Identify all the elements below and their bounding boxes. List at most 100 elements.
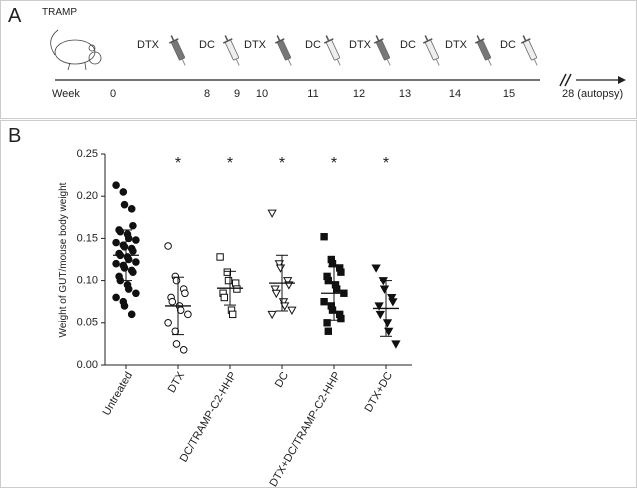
x-tick-label: DC bbox=[273, 370, 291, 390]
treatment-label: DC bbox=[305, 39, 321, 51]
data-point bbox=[220, 293, 229, 302]
end-label: 28 (autopsy) bbox=[562, 88, 623, 100]
data-point bbox=[129, 247, 137, 255]
axis-label: Week bbox=[52, 88, 80, 100]
y-tick-label: 0.10 bbox=[77, 275, 98, 287]
data-point bbox=[379, 285, 390, 294]
data-point bbox=[224, 276, 233, 285]
treatment-label: DC bbox=[400, 39, 416, 51]
data-point bbox=[270, 285, 280, 294]
treatment-label: DTX bbox=[349, 39, 372, 51]
week-label: 13 bbox=[399, 88, 411, 100]
data-point bbox=[132, 289, 140, 298]
data-point bbox=[132, 236, 140, 244]
week-label: 14 bbox=[449, 88, 461, 100]
panel-a: A TRAMP Week 0 28 (autopsy) DTX 8 DC 9 DTX 10… bbox=[8, 5, 626, 100]
data-point bbox=[168, 297, 177, 306]
data-point bbox=[129, 221, 137, 230]
data-point bbox=[216, 253, 224, 261]
syringe-icon bbox=[219, 32, 245, 69]
panel-label: B bbox=[8, 125, 21, 147]
data-point bbox=[184, 310, 192, 319]
arrow-head bbox=[618, 76, 626, 84]
x-tick-label: DTX+DC bbox=[363, 370, 396, 414]
treatment-label: DC bbox=[500, 39, 516, 51]
data-point bbox=[320, 233, 328, 241]
y-tick-label: 0.25 bbox=[77, 148, 98, 160]
mouse-icon bbox=[50, 29, 102, 71]
significance-label: * bbox=[279, 155, 285, 172]
significance-label: * bbox=[175, 155, 181, 172]
strain-label: TRAMP bbox=[42, 7, 77, 18]
data-point bbox=[328, 260, 337, 268]
data-point bbox=[287, 306, 297, 315]
syringe-icon bbox=[271, 32, 297, 69]
data-point bbox=[124, 255, 133, 264]
data-point bbox=[274, 260, 284, 269]
x-tick-label: DTX bbox=[166, 369, 188, 395]
significance-label: * bbox=[383, 155, 389, 172]
data-point bbox=[267, 310, 277, 320]
x-tick-label: Untreated bbox=[101, 370, 136, 418]
week-label: 12 bbox=[353, 88, 365, 100]
panel-label: A bbox=[8, 5, 22, 27]
panel-a-frame bbox=[0, 0, 637, 119]
week-label: 11 bbox=[307, 88, 318, 100]
syringe-icon bbox=[370, 32, 396, 69]
week-label: 15 bbox=[503, 88, 515, 100]
treatment-label: DC bbox=[199, 39, 215, 51]
data-point bbox=[112, 293, 120, 302]
data-point bbox=[120, 243, 129, 251]
data-point bbox=[371, 264, 381, 273]
data-point bbox=[323, 319, 331, 327]
y-tick-label: 0.15 bbox=[77, 232, 98, 244]
data-point bbox=[127, 205, 136, 213]
panel-b: B Weight of GUT/mouse body weight 0.00 0.… bbox=[8, 125, 412, 489]
treatment-label: DTX bbox=[445, 39, 468, 51]
data-point bbox=[112, 259, 120, 268]
treatment-label: DTX bbox=[244, 39, 267, 51]
data-point bbox=[320, 298, 328, 306]
y-tick-label: 0.00 bbox=[77, 359, 98, 371]
y-tick-label: 0.20 bbox=[77, 190, 98, 202]
treatment-label: DTX bbox=[137, 39, 160, 51]
y-axis-label: Weight of GUT/mouse body weight bbox=[58, 182, 69, 337]
data-point bbox=[120, 264, 129, 272]
data-point bbox=[337, 268, 345, 276]
data-point bbox=[384, 327, 394, 337]
data-point bbox=[129, 268, 137, 276]
panel-b-frame bbox=[0, 120, 637, 488]
syringe-icon bbox=[517, 32, 543, 69]
data-point bbox=[112, 238, 120, 247]
data-point bbox=[132, 258, 140, 266]
data-point bbox=[116, 227, 125, 236]
data-point bbox=[164, 319, 172, 327]
syringe-icon bbox=[419, 32, 445, 69]
data-point bbox=[271, 289, 281, 299]
data-point bbox=[119, 188, 128, 196]
data-point bbox=[124, 234, 133, 243]
data-point bbox=[391, 340, 401, 349]
data-point bbox=[172, 340, 181, 348]
week-start: 0 bbox=[110, 88, 116, 100]
data-point bbox=[127, 310, 136, 319]
data-point bbox=[275, 264, 286, 273]
data-point bbox=[181, 289, 189, 298]
data-point bbox=[382, 319, 393, 328]
data-point bbox=[172, 276, 181, 285]
data-point bbox=[388, 298, 398, 307]
syringe-icon bbox=[165, 32, 191, 69]
data-point bbox=[179, 346, 188, 354]
syringe-icon bbox=[471, 32, 497, 69]
significance-label: * bbox=[227, 155, 233, 172]
data-point bbox=[176, 306, 185, 314]
data-point bbox=[283, 277, 293, 286]
data-point bbox=[120, 200, 129, 209]
data-point bbox=[229, 310, 237, 319]
data-point bbox=[112, 181, 120, 190]
data-point bbox=[328, 306, 337, 314]
data-point bbox=[374, 302, 384, 311]
week-label: 10 bbox=[256, 88, 268, 100]
data-point bbox=[337, 314, 345, 323]
